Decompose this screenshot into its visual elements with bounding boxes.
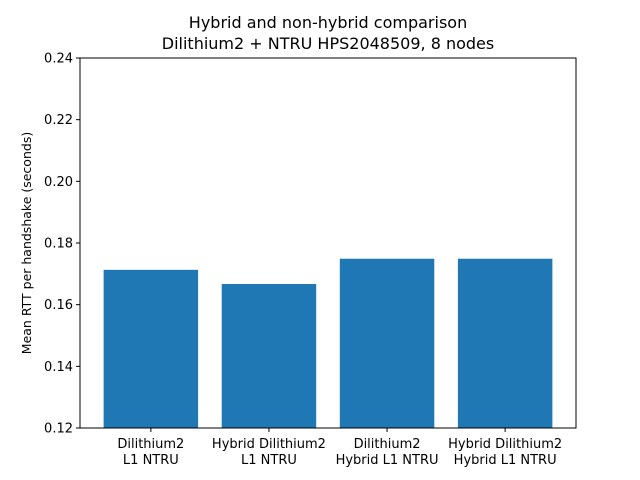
x-tick-label: Hybrid L1 NTRU (336, 453, 439, 468)
bar-3 (339, 258, 435, 428)
chart-title: Hybrid and non-hybrid comparison (189, 13, 467, 32)
bar-4 (457, 258, 553, 428)
x-tick-label: Dilithium2 (117, 437, 184, 452)
bar-1 (103, 269, 199, 428)
x-tick-label: Dilithium2 (354, 437, 421, 452)
y-tick-label: 0.18 (44, 237, 73, 252)
y-tick-label: 0.12 (44, 422, 73, 437)
y-tick-label: 0.20 (44, 175, 73, 190)
x-tick-label: L1 NTRU (241, 453, 297, 468)
y-tick-label: 0.14 (44, 360, 73, 375)
bars-group (103, 258, 553, 428)
y-tick-label: 0.16 (44, 298, 73, 313)
y-axis: 0.12 0.14 0.16 0.18 0.20 0.22 0.24 (44, 52, 80, 437)
x-tick-label: Hybrid Dilithium2 (212, 437, 326, 452)
y-axis-label: Mean RTT per handshake (seconds) (19, 132, 34, 354)
x-tick-label: Hybrid Dilithium2 (448, 437, 562, 452)
y-tick-label: 0.24 (44, 52, 73, 67)
x-tick-label: L1 NTRU (123, 453, 179, 468)
x-tick-label: Hybrid L1 NTRU (454, 453, 557, 468)
y-tick-label: 0.22 (44, 113, 73, 128)
bar-2 (221, 284, 317, 428)
chart-subtitle: Dilithium2 + NTRU HPS2048509, 8 nodes (162, 34, 494, 53)
